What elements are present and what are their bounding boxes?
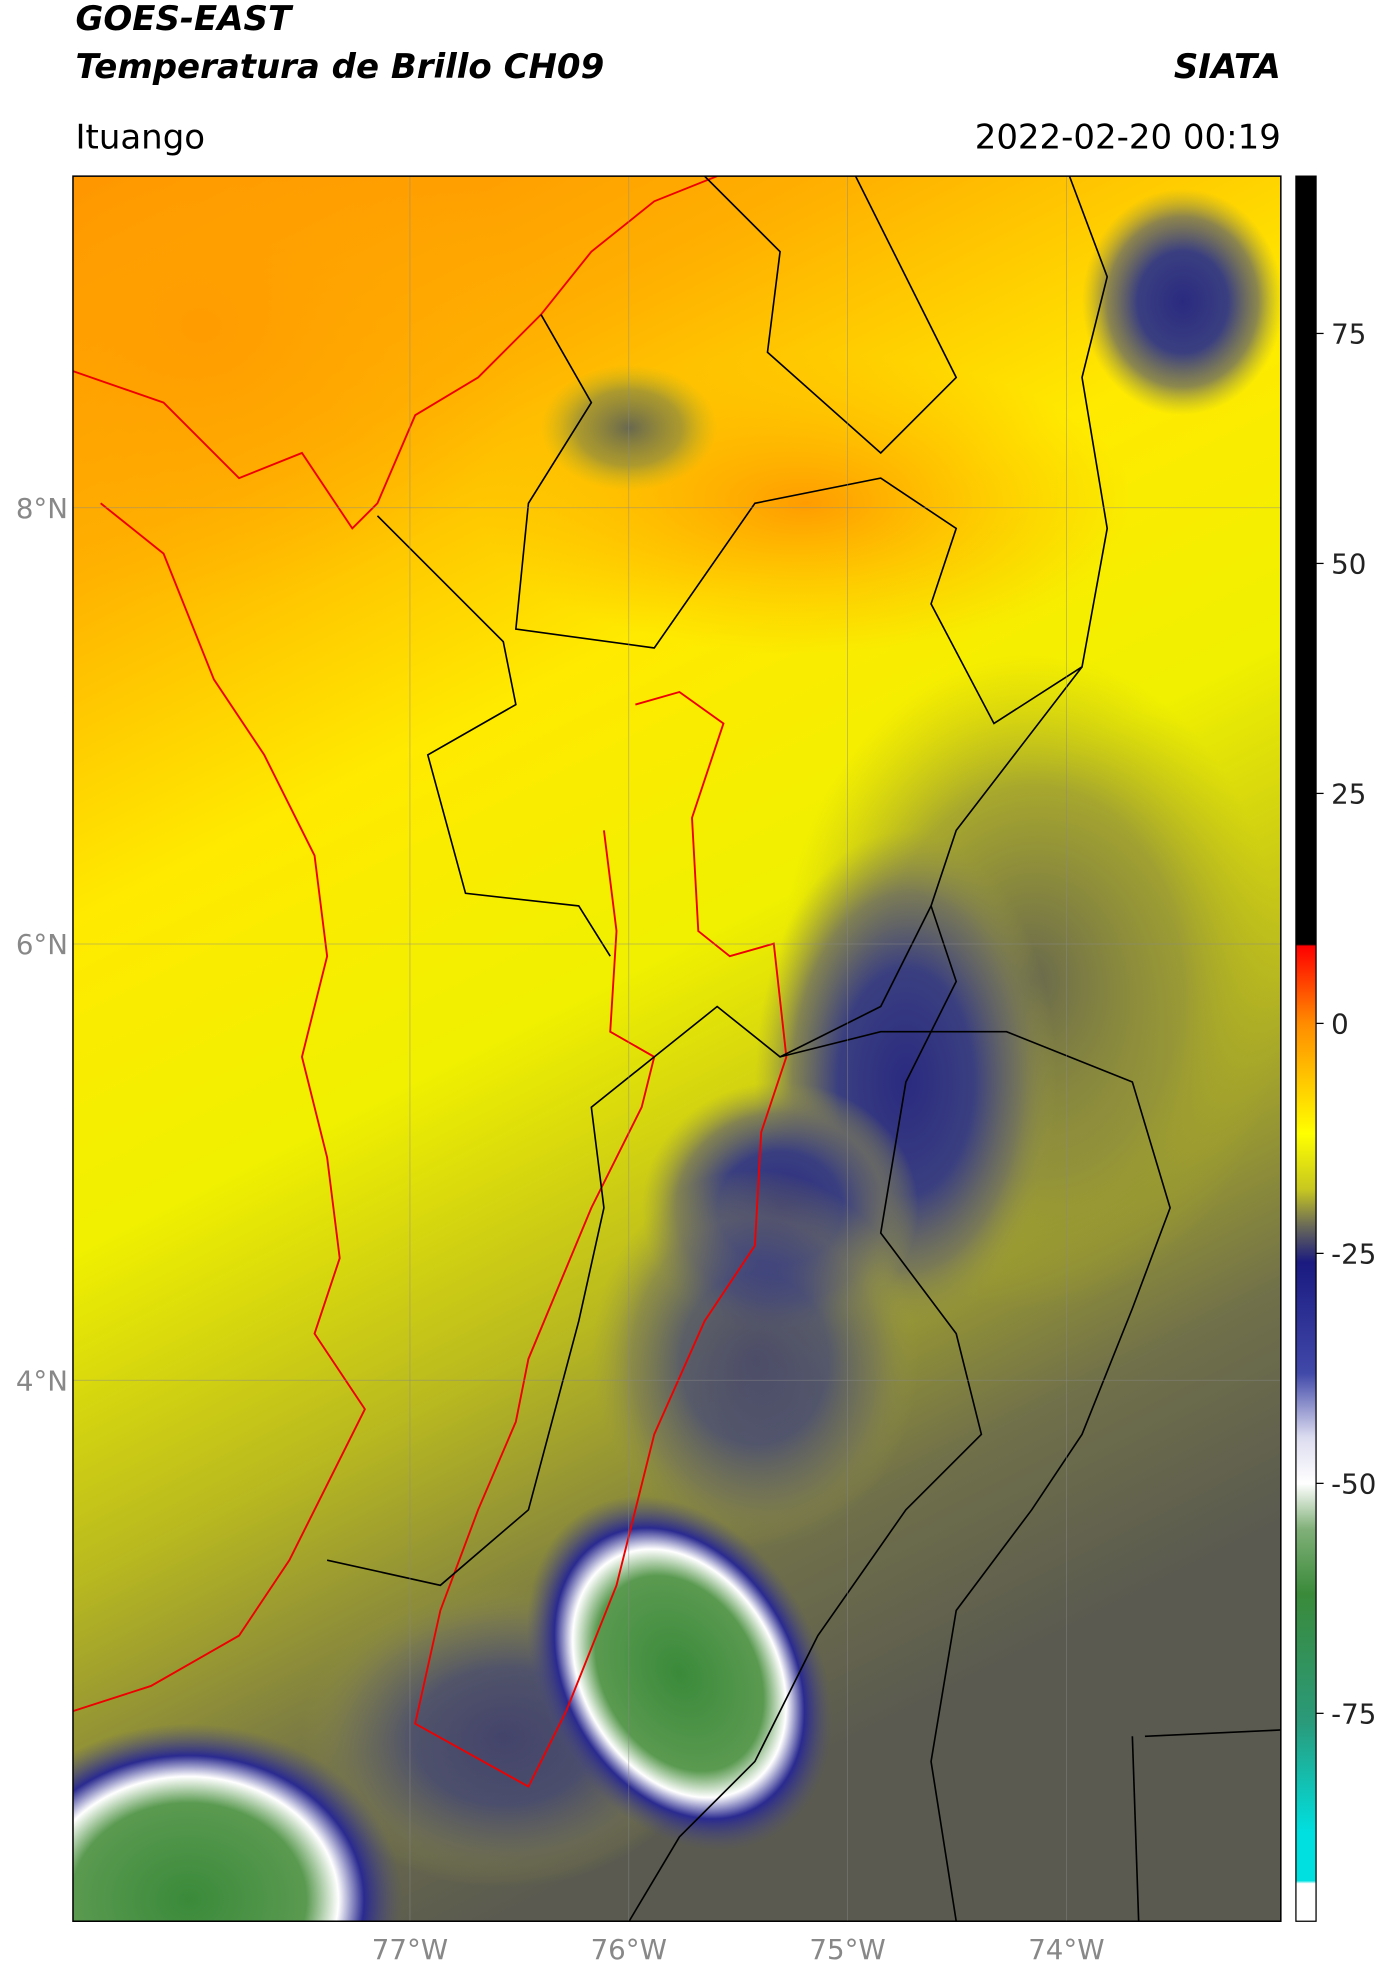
- title: GOES-EAST: [75, 0, 293, 39]
- colorbar-tick-label: 25: [1331, 777, 1366, 810]
- colorbar: [1295, 175, 1317, 1922]
- colorbar-tick-label: -50: [1331, 1467, 1376, 1500]
- colorbar-tick-label: -25: [1331, 1237, 1376, 1270]
- colorbar-ticks: 75 50 25 0 -25 -50 -75: [1316, 318, 1376, 1730]
- map-frame: [72, 175, 1282, 1922]
- lon-label: 75°W: [809, 1933, 885, 1966]
- lon-label: 77°W: [372, 1933, 448, 1966]
- region: Ituango: [75, 117, 205, 157]
- subtitle: Temperatura de Brillo CH09: [75, 47, 604, 87]
- lat-label: 4°N: [16, 1364, 68, 1397]
- datetime: 2022-02-20 00:19: [975, 117, 1281, 157]
- colorbar-tick-label: -75: [1331, 1697, 1376, 1730]
- graticule: 77°W 76°W 75°W 74°W 8°N 6°N 4°N: [16, 176, 1281, 1966]
- lat-label: 6°N: [16, 928, 68, 961]
- lat-label: 8°N: [16, 492, 68, 525]
- lon-label: 76°W: [591, 1933, 667, 1966]
- lon-label: 74°W: [1028, 1933, 1104, 1966]
- colorbar-tick-label: 0: [1331, 1007, 1349, 1040]
- colorbar-tick-label: 75: [1331, 318, 1366, 351]
- organization: SIATA: [1174, 47, 1281, 87]
- satellite-field: [72, 176, 1281, 1922]
- colorbar-tick-label: 50: [1331, 547, 1366, 580]
